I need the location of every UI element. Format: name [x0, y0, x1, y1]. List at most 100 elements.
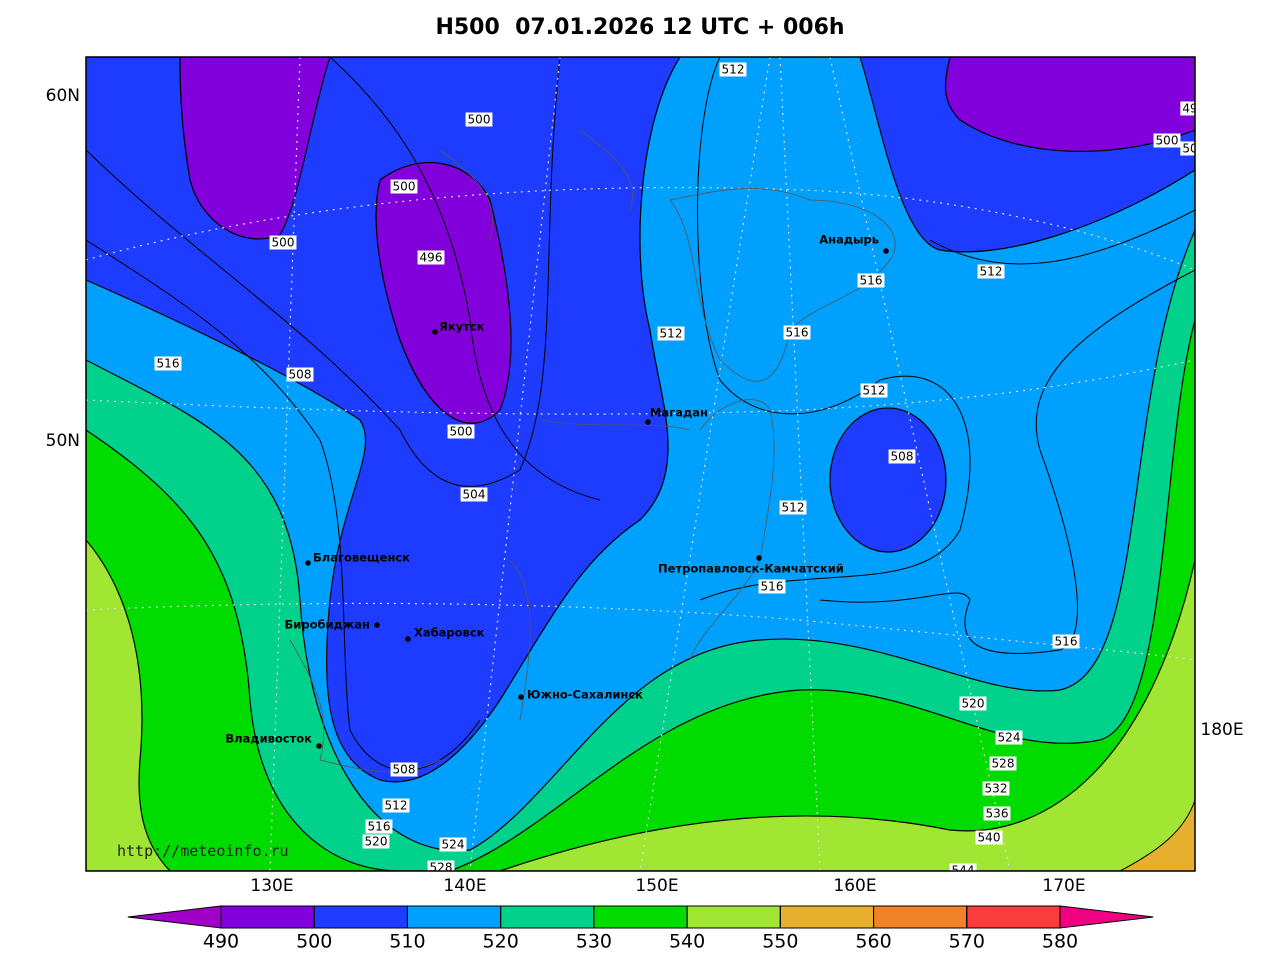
colorbar-extend: [1059, 905, 1154, 929]
contour-label: 49: [1180, 101, 1197, 116]
city-dot: [432, 329, 438, 335]
city-dot: [756, 555, 762, 561]
contour-label-box: [779, 500, 807, 515]
colorbar-segment: [406, 905, 502, 929]
credit: http://meteoinfo.ru: [117, 842, 289, 860]
contour-label-text: 520: [962, 697, 985, 711]
colorbar-segment: [500, 905, 595, 929]
colorbar-tick-label: 500: [296, 931, 332, 953]
contour-label: 500: [447, 424, 475, 439]
contour-label-text: 500: [272, 236, 295, 250]
contour: [697, 57, 971, 601]
city-dot: [645, 419, 651, 425]
colorbar-tick-label: 520: [483, 931, 519, 953]
contour-label-text: 516: [860, 274, 883, 288]
contour-label: 508: [286, 367, 314, 382]
contour-label: 504: [460, 487, 488, 502]
contour-label: 500: [390, 179, 418, 194]
contour-label-box: [982, 781, 1010, 796]
lat-label: 60N: [46, 86, 80, 106]
lon-label: 160E: [833, 876, 876, 896]
colorbar-segment: [313, 905, 408, 929]
contour-label: 524: [439, 837, 467, 852]
contour-label-box: [447, 424, 475, 439]
contour-label-box: [989, 756, 1017, 771]
contour-label: 544: [949, 863, 977, 878]
colorbar-tick-label: 560: [855, 931, 891, 953]
contour-label-box: [1153, 133, 1181, 148]
contour-label-text: 49: [1182, 102, 1197, 116]
contour-label-text: 500: [1156, 134, 1179, 148]
colorbar-segment: [220, 905, 315, 929]
contour-label: 536: [983, 806, 1011, 821]
contour-label: 508: [888, 449, 916, 464]
contour-label-text: 516: [1055, 635, 1078, 649]
lon-label: 150E: [635, 876, 678, 896]
colorbar-segment: [873, 905, 968, 929]
contour-label-box: [783, 325, 811, 340]
city-label: Магадан: [650, 406, 708, 420]
contour-label-text: 528: [430, 861, 453, 875]
contour-label-text: 500: [450, 425, 473, 439]
contour-label-text: 50: [1182, 142, 1197, 156]
contour-label: 540: [975, 830, 1003, 845]
field-530: [86, 319, 1195, 871]
contour-label-box: [657, 326, 685, 341]
field-490: [179, 57, 331, 240]
contour-label-text: 508: [289, 368, 312, 382]
contour-label-text: 524: [998, 731, 1021, 745]
contour-label: 520: [362, 834, 390, 849]
colorbar-tick-label: 550: [762, 931, 798, 953]
contour-label: 524: [995, 730, 1023, 745]
contour-label: 512: [977, 264, 1005, 279]
contour-label: 516: [365, 819, 393, 834]
contour-label-box: [860, 383, 888, 398]
city-label: Владивосток: [225, 732, 312, 746]
contour-label-box: [154, 356, 182, 371]
contour-label-text: 516: [761, 580, 784, 594]
contour-label-box: [1180, 101, 1195, 116]
lon-label: 130E: [250, 876, 293, 896]
contour-label-box: [719, 62, 747, 77]
map: 512 500 500 500 496 516 508 512 516 516 512 500 49 50…: [86, 57, 1197, 878]
colorbar-segment: [779, 905, 875, 929]
contour-label-box: [286, 367, 314, 382]
colorbar-tick-label: 490: [203, 931, 239, 953]
contour-label-text: 516: [157, 357, 180, 371]
contour: [86, 57, 561, 487]
contour-label: 516: [758, 579, 786, 594]
contour-label: 500: [269, 235, 297, 250]
contour-label-box: [959, 696, 987, 711]
contour-label: 50: [1180, 141, 1197, 156]
title: H500 07.01.2026 12 UTC + 006h: [435, 15, 844, 40]
contour-label-text: 508: [891, 450, 914, 464]
contour-label-text: 500: [393, 180, 416, 194]
lon-label: 140E: [443, 876, 486, 896]
contour-label-box: [427, 860, 455, 871]
contour-label-text: 504: [463, 488, 486, 502]
colorbar-segment: [593, 905, 688, 929]
contour-label-text: 516: [786, 326, 809, 340]
city-dot: [316, 743, 322, 749]
contour-label-text: 532: [985, 782, 1008, 796]
colorbar-segment: [686, 905, 781, 929]
contour-label-box: [758, 579, 786, 594]
contour-label-box: [975, 830, 1003, 845]
contour-label-text: 524: [442, 838, 465, 852]
contour-label-box: [362, 834, 390, 849]
contour-label-text: 544: [952, 864, 975, 878]
contour-label-text: 512: [980, 265, 1003, 279]
city-label: Анадырь: [819, 233, 879, 247]
city-dot: [405, 636, 411, 642]
contour-label: 508: [390, 762, 418, 777]
contour-label-box: [857, 273, 885, 288]
map-frame: [85, 56, 1196, 872]
contour-label-box: [983, 806, 1011, 821]
contour-label-text: 512: [385, 799, 408, 813]
colorbar-tick-label: 580: [1042, 931, 1078, 953]
contour: [329, 57, 601, 501]
field-500: [829, 407, 947, 553]
city-dot: [518, 694, 524, 700]
colorbar-tick-label: 510: [389, 931, 425, 953]
